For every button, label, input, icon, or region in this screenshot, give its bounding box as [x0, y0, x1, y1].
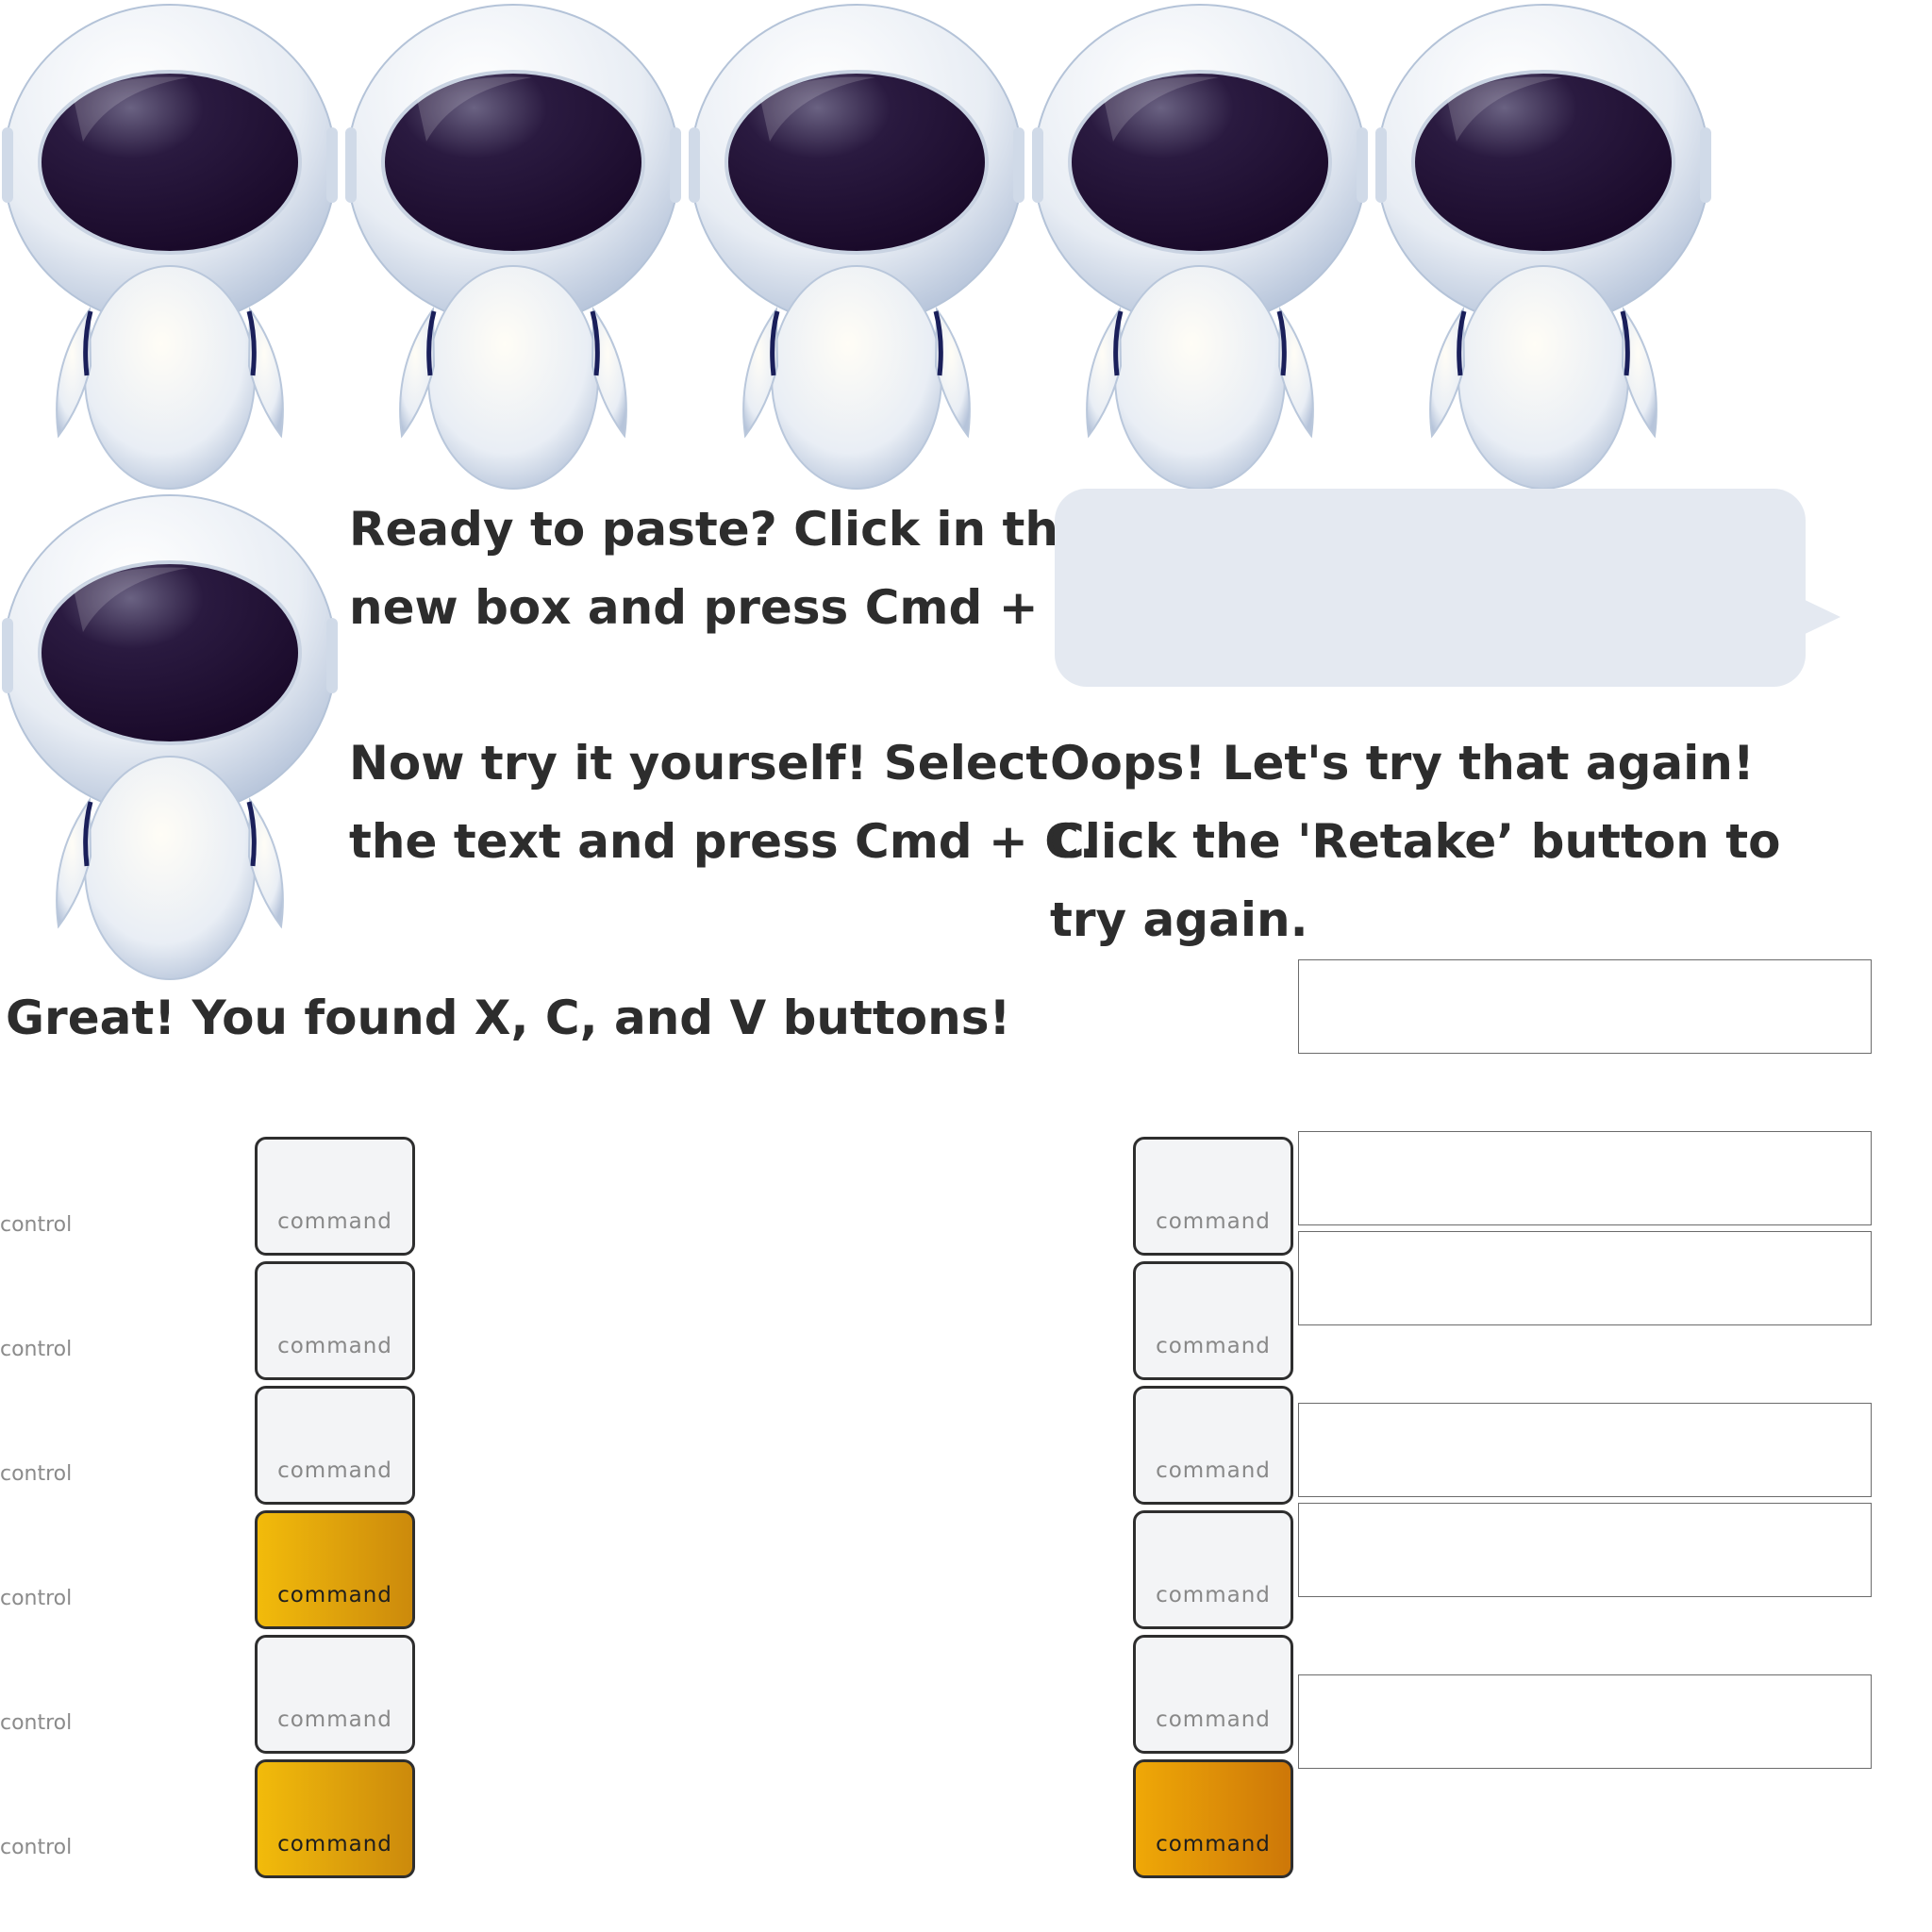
command-key-label: command [277, 1334, 392, 1358]
command-key-label: command [277, 1458, 392, 1483]
copy-instruction: Now try it yourself! Select the text and… [349, 736, 1097, 869]
command-key[interactable]: command [1133, 1510, 1293, 1629]
command-key[interactable]: command [255, 1386, 415, 1505]
robot-image [0, 0, 340, 491]
command-key[interactable]: command [1133, 1386, 1293, 1505]
robot-image [343, 0, 683, 491]
control-key-label: control [0, 1711, 73, 1735]
paste-instruction: Ready to paste? Click in the new box and… [349, 502, 1103, 635]
success-message: Great! You found X, C, and V buttons! [6, 991, 1011, 1045]
command-key-label: command [1156, 1209, 1271, 1234]
text-box[interactable] [1298, 1131, 1872, 1225]
control-key-label: control [0, 1213, 73, 1237]
command-key-label: command [1156, 1583, 1271, 1607]
command-key-label: command [1156, 1458, 1271, 1483]
text-box[interactable] [1298, 1403, 1872, 1497]
command-key[interactable]: command [255, 1261, 415, 1380]
command-key-highlighted[interactable]: command [255, 1759, 415, 1878]
command-key-label: command [1156, 1832, 1271, 1857]
command-key-highlighted[interactable]: command [255, 1510, 415, 1629]
command-key-label: command [277, 1209, 392, 1234]
command-key-label: command [1156, 1707, 1271, 1732]
text-box[interactable] [1298, 1503, 1872, 1597]
command-key[interactable]: command [1133, 1137, 1293, 1256]
command-key[interactable]: command [1133, 1261, 1293, 1380]
control-key-label: control [0, 1462, 73, 1486]
control-key-label: control [0, 1836, 73, 1859]
text-box[interactable] [1298, 1674, 1872, 1769]
text-box[interactable] [1298, 959, 1872, 1054]
control-key-label: control [0, 1587, 73, 1610]
speech-bubble-tail [1797, 596, 1840, 638]
command-key-label: command [277, 1583, 392, 1607]
robot-image [1374, 0, 1713, 491]
speech-bubble [1055, 489, 1806, 687]
command-key-label: command [277, 1832, 392, 1857]
command-key[interactable]: command [255, 1137, 415, 1256]
command-key-label: command [277, 1707, 392, 1732]
robot-image [687, 0, 1026, 491]
robot-image [0, 491, 340, 981]
command-key-highlighted[interactable]: command [1133, 1759, 1293, 1878]
robot-image [1030, 0, 1370, 491]
control-key-label: control [0, 1338, 73, 1361]
text-box[interactable] [1298, 1231, 1872, 1325]
command-key[interactable]: command [1133, 1635, 1293, 1754]
retry-instruction: Oops! Let's try that again! Click the 'R… [1050, 736, 1781, 947]
command-key-label: command [1156, 1334, 1271, 1358]
command-key[interactable]: command [255, 1635, 415, 1754]
